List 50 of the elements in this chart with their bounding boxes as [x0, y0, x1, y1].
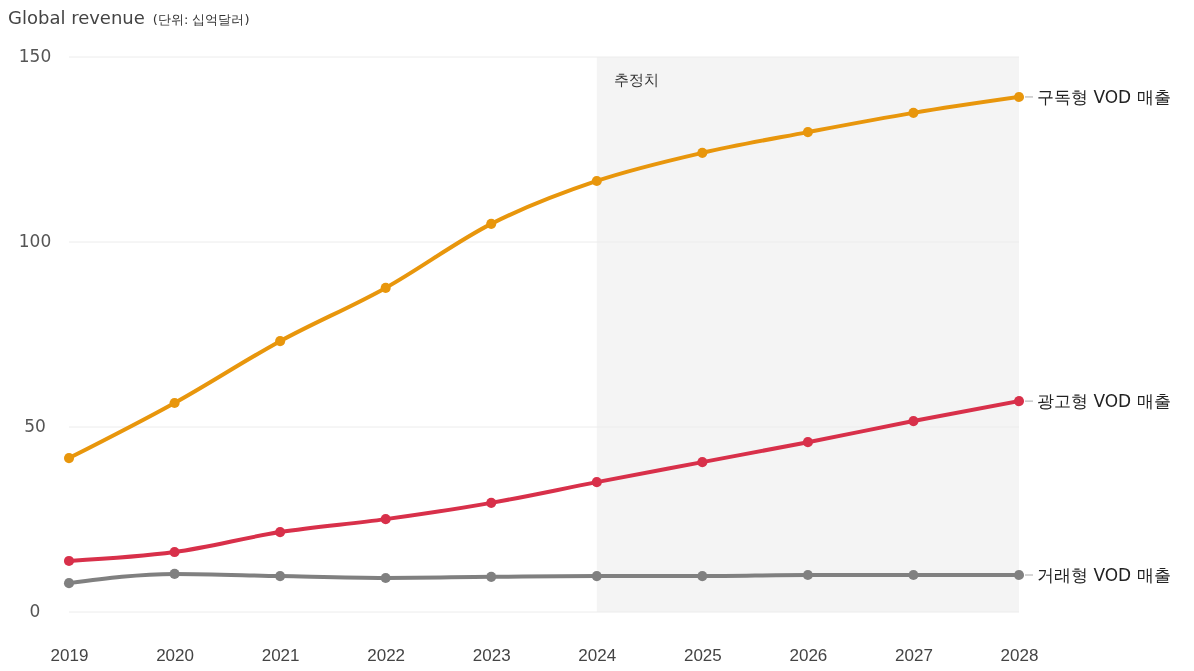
point	[908, 107, 919, 118]
point	[1013, 396, 1025, 407]
point	[697, 457, 708, 468]
y-tick-label: 150	[18, 46, 52, 67]
x-tick-label: 2019	[50, 646, 89, 666]
x-tick-label: 2026	[789, 646, 828, 666]
series-label: 광고형 VOD 매출	[1037, 391, 1171, 412]
point	[380, 572, 391, 583]
point	[380, 514, 391, 525]
x-tick-label: 2020	[156, 646, 194, 666]
point	[63, 555, 75, 566]
point	[1013, 569, 1025, 581]
point	[486, 218, 497, 229]
series-label: 구독형 VOD 매출	[1037, 86, 1171, 107]
point	[802, 127, 813, 138]
point	[169, 547, 180, 558]
band-label: 추정치	[614, 71, 660, 89]
point	[275, 527, 286, 538]
y-tick-label: 100	[18, 231, 52, 252]
point	[802, 569, 813, 581]
point	[169, 397, 180, 408]
point	[591, 477, 602, 488]
point	[908, 569, 919, 581]
chart-subtitle: (단위: 십억달러)	[152, 12, 250, 27]
point	[63, 453, 75, 464]
x-tick-label: 2023	[472, 646, 511, 666]
series-label: 거래형 VOD 매출	[1037, 564, 1171, 585]
x-tick-label: 2024	[578, 646, 617, 666]
chart-title: Global revenue	[8, 7, 145, 28]
x-tick-label: 2028	[1000, 646, 1039, 666]
x-tick-label: 2027	[895, 646, 933, 666]
point	[591, 571, 602, 582]
x-tick-label: 2025	[683, 646, 722, 666]
x-tick-label: 2021	[261, 646, 300, 666]
point	[591, 175, 602, 186]
point	[697, 147, 708, 158]
x-tick-label: 2022	[367, 646, 406, 666]
y-tick-label: 50	[24, 416, 46, 437]
point	[802, 437, 813, 448]
point	[908, 416, 919, 427]
point	[380, 282, 391, 293]
point	[1013, 91, 1025, 102]
point	[697, 571, 708, 582]
point	[169, 568, 180, 579]
y-tick-label: 0	[29, 601, 41, 622]
point	[275, 336, 286, 347]
point	[275, 571, 286, 582]
point	[63, 578, 75, 589]
point	[486, 571, 497, 582]
point	[486, 497, 497, 508]
